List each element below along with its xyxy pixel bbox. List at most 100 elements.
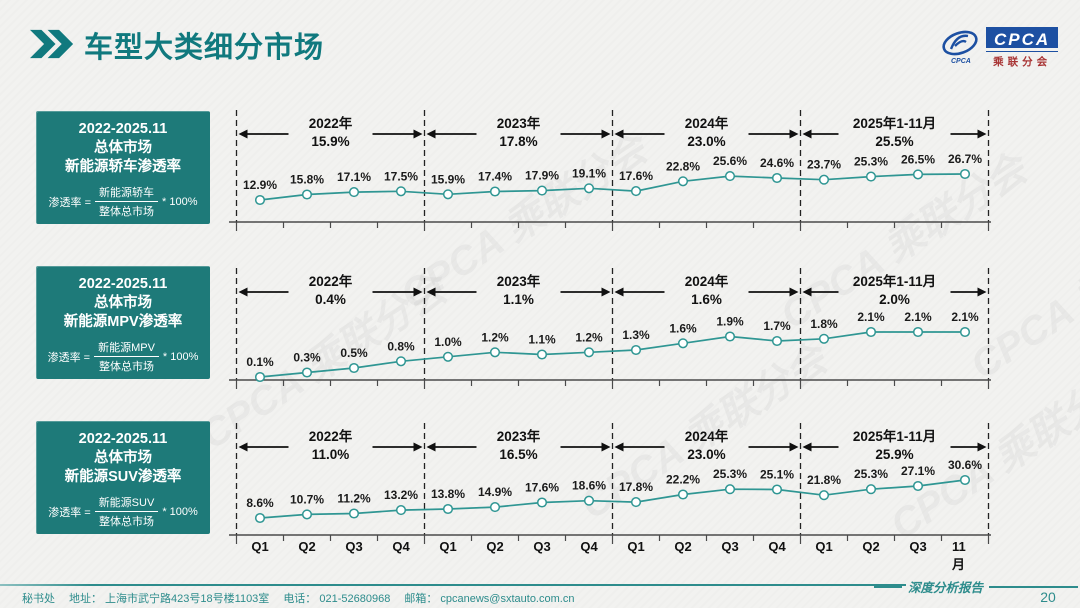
data-label: 17.5% (384, 169, 418, 183)
data-label: 1.2% (481, 330, 509, 344)
year-average: 2.0% (879, 292, 910, 307)
arrow-left-icon (802, 442, 812, 452)
data-label: 8.6% (246, 496, 274, 510)
footer-email: 邮箱： cpcanews@sxtauto.com.cn (404, 593, 575, 605)
year-label: 2024年 (685, 273, 729, 289)
trend-line (259, 173, 966, 201)
year-label: 2023年 (497, 273, 541, 289)
data-point (677, 489, 689, 500)
data-label: 13.8% (431, 487, 465, 501)
formula-fraction: 新能源MPV 整体总市场 (94, 339, 159, 374)
data-label: 1.8% (810, 317, 838, 331)
year-average: 11.0% (312, 447, 350, 462)
year-label: 2022年 (309, 428, 353, 444)
footer-phone: 电话： 021-52680968 (283, 593, 391, 605)
data-point (959, 168, 971, 180)
formula-fraction: 新能源轿车 整体总市场 (95, 184, 158, 219)
data-label: 25.6% (713, 154, 747, 168)
year-label: 2024年 (685, 115, 729, 131)
data-label: 2.1% (904, 310, 932, 324)
double-chevron-icon (30, 29, 74, 59)
data-point (959, 474, 971, 486)
formula-label: 渗透率 = (47, 351, 91, 364)
data-label: 1.6% (669, 321, 697, 335)
data-label: 2.1% (951, 310, 979, 324)
footer-divider (0, 584, 906, 586)
formula-denominator: 整体总市场 (99, 206, 154, 218)
data-label: 27.1% (901, 464, 935, 478)
info-market: 总体市场 (94, 450, 152, 466)
formula-numerator: 新能源轿车 (95, 184, 158, 202)
page-title: 车型大类细分市场 (84, 32, 325, 64)
data-point (677, 176, 689, 187)
formula: 渗透率 = 新能源MPV 整体总市场 * 100% (36, 339, 210, 374)
svg-text:CPCA: CPCA (951, 58, 971, 65)
year-average: 15.9% (311, 134, 349, 149)
year-average: 25.9% (875, 447, 913, 462)
data-label: 26.5% (901, 152, 935, 166)
data-point (536, 497, 548, 508)
data-point (677, 338, 689, 349)
data-point (724, 171, 736, 182)
data-point (865, 484, 877, 495)
data-label: 1.7% (763, 319, 791, 333)
arrow-right-icon (977, 442, 987, 452)
data-point (583, 347, 595, 358)
data-point (536, 349, 548, 360)
formula: 渗透率 = 新能源轿车 整体总市场 * 100% (36, 184, 210, 219)
data-label: 1.2% (575, 330, 603, 344)
data-label: 19.1% (572, 166, 606, 180)
line-chart-svg: 2022年 11.0% 2023年 16.5% 2024年 23.0% 2025年1-11月… (229, 423, 991, 544)
arrow-left-icon (614, 287, 624, 297)
info-box-suv: 2022-2025.11 总体市场 新能源SUV渗透率 渗透率 = 新能源SUV… (36, 421, 210, 534)
data-point (583, 183, 595, 194)
data-point (818, 333, 830, 344)
report-line-right (989, 585, 1078, 588)
formula-denominator: 整体总市场 (99, 361, 154, 373)
data-point (912, 480, 924, 492)
year-average: 23.0% (687, 447, 725, 462)
chart-mpv-penetration: 2022年 0.4% 2023年 1.1% 2024年 1.6% 2025年1-11月 2.0… (229, 266, 991, 392)
data-label: 1.1% (528, 333, 556, 347)
arrow-left-icon (614, 442, 624, 452)
formula-label: 渗透率 = (48, 506, 91, 519)
arrow-left-icon (802, 129, 812, 139)
line-chart-svg: 2022年 0.4% 2023年 1.1% 2024年 1.6% 2025年1-11月 2.0… (229, 268, 991, 389)
info-period: 2022-2025.11 (78, 276, 168, 292)
data-label: 24.6% (760, 156, 794, 170)
data-label: 10.7% (290, 492, 324, 506)
page-number: 20 (1040, 589, 1056, 605)
report-label-group: 深度分析报告 (874, 577, 1078, 596)
x-axis-label: Q2 (862, 539, 880, 554)
data-point (818, 174, 830, 185)
formula-denominator: 整体总市场 (99, 516, 154, 528)
chart-sedan-penetration: 2022年 15.9% 2023年 17.8% 2024年 23.0% 2025年1-11月… (229, 108, 991, 234)
footer-contact: 秘书处 地址： 上海市武宁路423号18号楼1103室 电话： 021-526809… (22, 590, 588, 606)
data-point (865, 326, 877, 338)
year-label: 2025年1-11月 (853, 428, 936, 444)
data-point (395, 186, 407, 197)
info-market: 总体市场 (94, 295, 152, 311)
x-axis-label: Q3 (909, 539, 927, 554)
data-point (442, 503, 454, 515)
data-point (536, 185, 548, 196)
year-label: 2024年 (685, 428, 729, 444)
data-label: 0.8% (387, 339, 415, 353)
info-period: 2022-2025.11 (78, 121, 168, 137)
x-axis-label: Q1 (439, 539, 457, 554)
arrow-left-icon (614, 129, 624, 139)
formula-multiplier: * 100% (162, 505, 198, 518)
formula-multiplier: * 100% (162, 195, 198, 208)
cpca-logo: CPCA CPCA 乘联分会 (938, 27, 1059, 69)
trend-line (259, 479, 966, 519)
x-axis-label: Q4 (580, 539, 598, 554)
data-point (771, 335, 783, 347)
data-label: 0.5% (340, 346, 368, 360)
trend-line (259, 331, 965, 378)
data-point (489, 186, 501, 197)
arrow-right-icon (789, 287, 799, 297)
year-label: 2025年1-11月 (853, 273, 936, 289)
year-label: 2023年 (497, 428, 541, 444)
formula-numerator: 新能源MPV (94, 339, 159, 357)
data-label: 1.3% (622, 328, 650, 342)
